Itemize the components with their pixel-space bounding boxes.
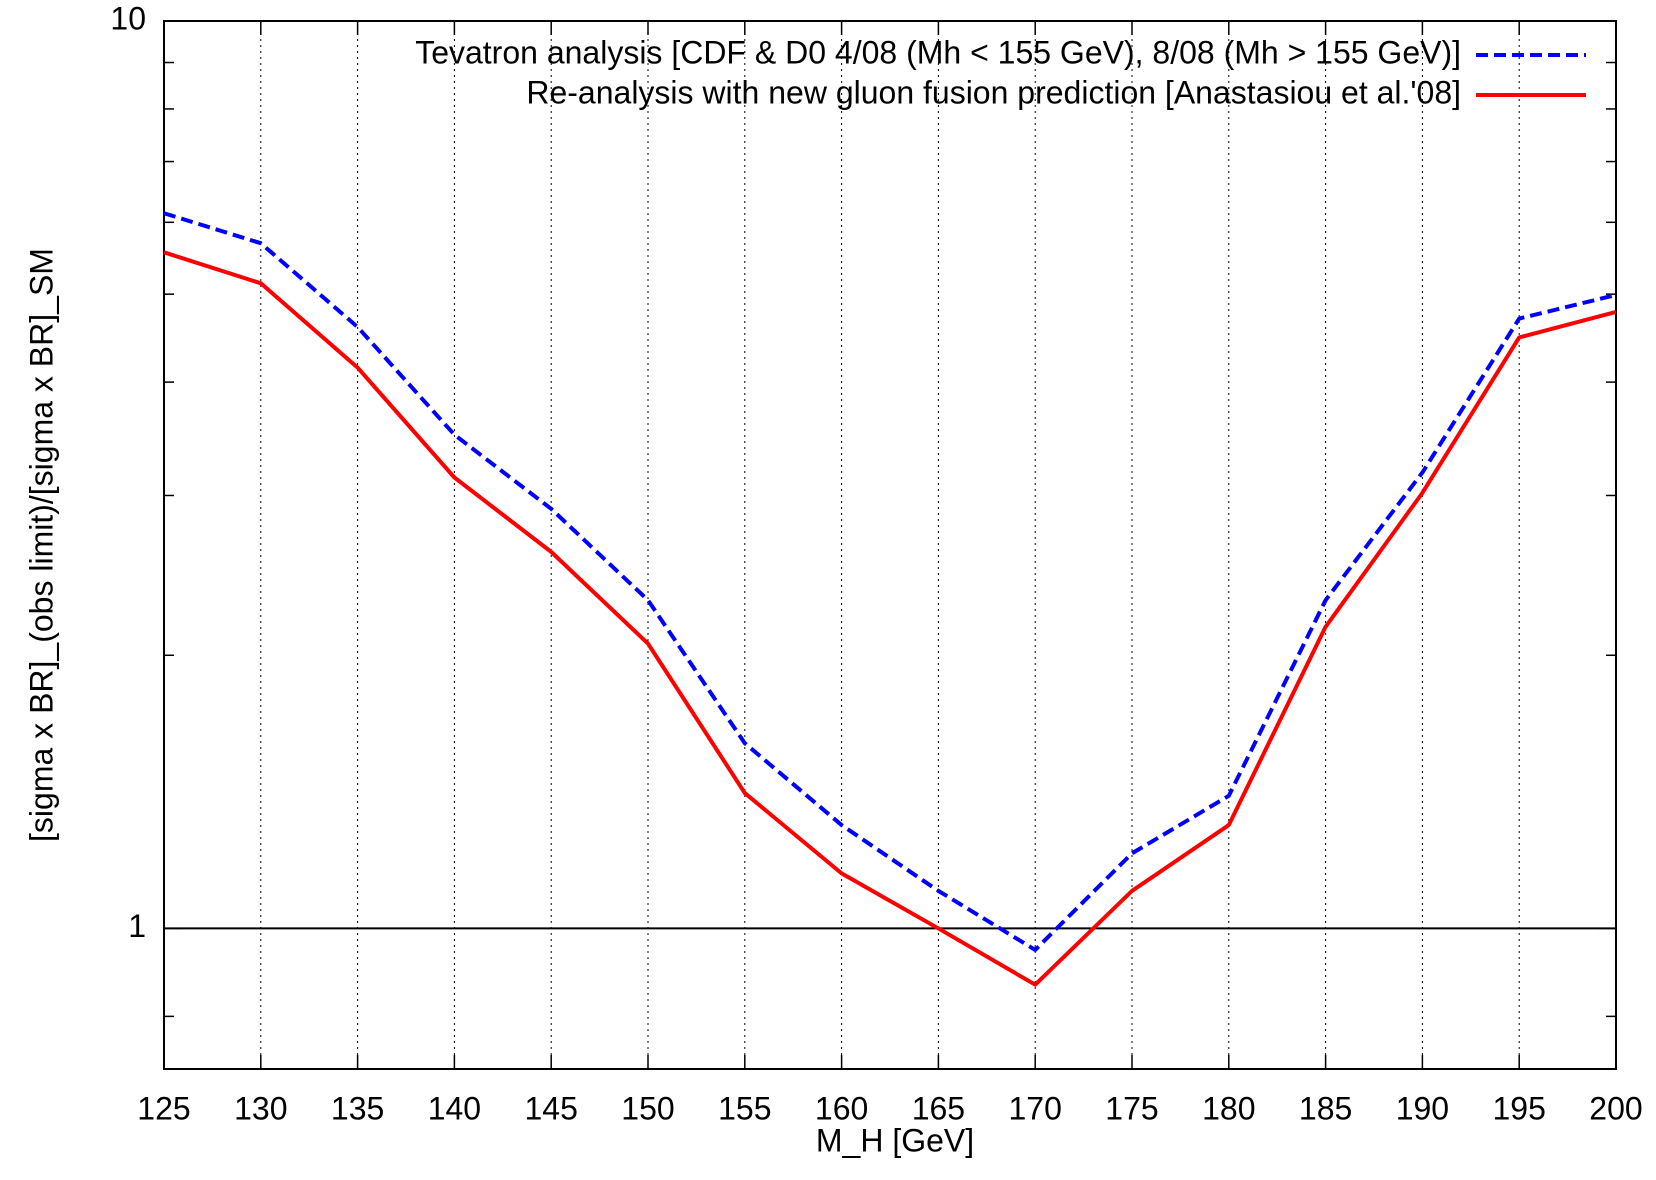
x-tick-label: 200 <box>1589 1090 1642 1126</box>
legend-label: Tevatron analysis [CDF & D0 4/08 (Mh < 1… <box>415 34 1461 70</box>
x-tick-label: 140 <box>428 1090 481 1126</box>
x-tick-label: 160 <box>815 1090 868 1126</box>
y-axis-label: [sigma x BR]_(obs limit)/[sigma x BR]_SM <box>23 248 59 842</box>
series-line <box>163 250 1617 987</box>
x-tick-label: 135 <box>331 1090 384 1126</box>
x-tick-label: 165 <box>912 1090 965 1126</box>
x-tick-label: 190 <box>1396 1090 1449 1126</box>
x-axis-label: M_H [GeV] <box>816 1122 974 1158</box>
x-tick-label: 145 <box>525 1090 578 1126</box>
x-tick-label: 125 <box>137 1090 190 1126</box>
x-tick-label: 185 <box>1299 1090 1352 1126</box>
x-tick-label: 170 <box>1009 1090 1062 1126</box>
y-tick-label: 1 <box>128 908 146 944</box>
x-tick-label: 155 <box>718 1090 771 1126</box>
x-tick-label: 130 <box>234 1090 287 1126</box>
y-tick-label: 10 <box>110 0 146 36</box>
x-tick-label: 175 <box>1105 1090 1158 1126</box>
x-tick-label: 195 <box>1493 1090 1546 1126</box>
x-tick-label: 180 <box>1202 1090 1255 1126</box>
x-tick-label: 150 <box>621 1090 674 1126</box>
series-line <box>163 211 1617 952</box>
plot-frame <box>163 20 1617 1070</box>
legend-label: Re-analysis with new gluon fusion predic… <box>526 74 1461 110</box>
